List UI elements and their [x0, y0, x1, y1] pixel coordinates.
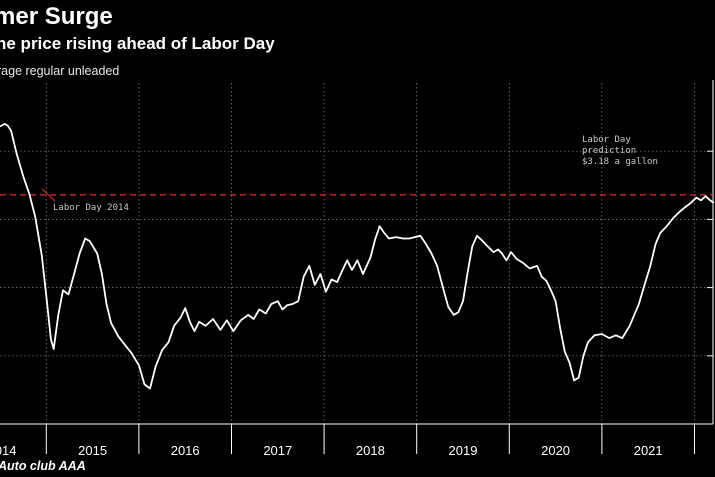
labor-day-2014-annotation: Labor Day 2014 [53, 203, 129, 213]
x-tick-label-2019: 2019 [449, 443, 478, 458]
series-layer [0, 123, 715, 390]
prediction-line-3: $3.18 a gallon [582, 157, 658, 167]
x-tick-label-2017: 2017 [263, 443, 292, 458]
source-note: Auto club AAA [0, 459, 86, 473]
price-series-line-0 [0, 123, 715, 390]
x-axis: 2014 2015 2016 2017 2018 2019 2020 2021 [0, 423, 713, 458]
prediction-line-2: prediction [582, 146, 636, 156]
prediction-line-1: Labor Day [582, 135, 631, 145]
labor-day-2014-arrow [41, 188, 56, 202]
x-tick-label-2016: 2016 [171, 443, 200, 458]
x-tick-label-2018: 2018 [356, 443, 385, 458]
x-tick-label-2014: 2014 [0, 443, 16, 458]
annotation-layer: Labor Day 2014 Labor Day prediction $3.1… [41, 135, 658, 213]
x-tick-label-2015: 2015 [78, 443, 107, 458]
labor-day-prediction-annotation: Labor Day prediction $3.18 a gallon [582, 135, 658, 167]
x-tick-label-2020: 2020 [541, 443, 570, 458]
chart-title: mer Surge [0, 3, 113, 30]
x-tick-label-2021: 2021 [634, 443, 663, 458]
chart-unit-label: rage regular unleaded [0, 64, 120, 78]
grid-layer [0, 80, 714, 424]
chart-subtitle: he price rising ahead of Labor Day [0, 34, 275, 53]
